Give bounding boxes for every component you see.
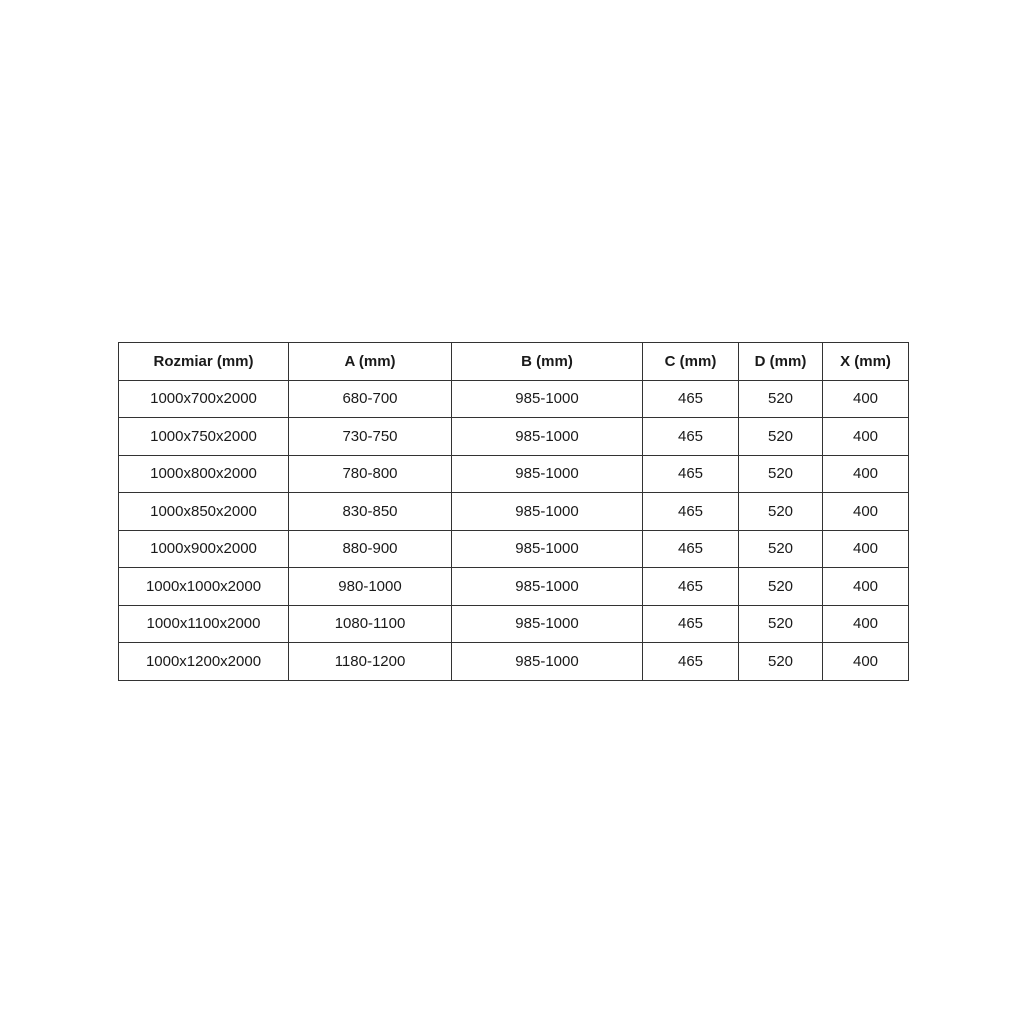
- table-cell: 680-700: [288, 379, 452, 418]
- table-cell: 465: [642, 379, 739, 418]
- table-cell: 1000x1200x2000: [118, 642, 289, 681]
- table-row: 1000x700x2000 680-700 985-1000 465 520 400: [118, 379, 909, 418]
- table-row: 1000x1100x2000 1080-1100 985-1000 465 520 400: [118, 604, 909, 643]
- table-cell: 400: [822, 454, 909, 493]
- table-cell: 520: [738, 379, 823, 418]
- table-cell: 985-1000: [451, 604, 643, 643]
- table-cell: 465: [642, 604, 739, 643]
- table-cell: 520: [738, 567, 823, 606]
- header-row: Rozmiar (mm) A (mm) B (mm) C (mm) D (mm) X (m…: [118, 342, 909, 381]
- table-cell: 1000x1100x2000: [118, 604, 289, 643]
- table-row: 1000x800x2000 780-800 985-1000 465 520 400: [118, 454, 909, 493]
- column-header: B (mm): [451, 342, 643, 381]
- table-cell: 1000x850x2000: [118, 492, 289, 531]
- table-cell: 400: [822, 529, 909, 568]
- table-cell: 985-1000: [451, 417, 643, 456]
- table-cell: 520: [738, 417, 823, 456]
- table-cell: 465: [642, 529, 739, 568]
- table-cell: 400: [822, 379, 909, 418]
- table-cell: 880-900: [288, 529, 452, 568]
- dimensions-table: Rozmiar (mm) A (mm) B (mm) C (mm) D (mm) X (m…: [118, 342, 909, 681]
- table-cell: 400: [822, 604, 909, 643]
- table-cell: 985-1000: [451, 567, 643, 606]
- table-cell: 400: [822, 492, 909, 531]
- table-cell: 465: [642, 492, 739, 531]
- table-cell: 1000x900x2000: [118, 529, 289, 568]
- table-cell: 465: [642, 454, 739, 493]
- table-cell: 465: [642, 567, 739, 606]
- column-header: X (mm): [822, 342, 909, 381]
- table-cell: 985-1000: [451, 529, 643, 568]
- table-cell: 985-1000: [451, 642, 643, 681]
- table-cell: 400: [822, 567, 909, 606]
- table-cell: 1000x750x2000: [118, 417, 289, 456]
- table-row: 1000x750x2000 730-750 985-1000 465 520 400: [118, 417, 909, 456]
- table-cell: 520: [738, 604, 823, 643]
- table-cell: 520: [738, 529, 823, 568]
- table-row: 1000x850x2000 830-850 985-1000 465 520 400: [118, 492, 909, 531]
- column-header: Rozmiar (mm): [118, 342, 289, 381]
- table-cell: 1180-1200: [288, 642, 452, 681]
- table-cell: 730-750: [288, 417, 452, 456]
- column-header: A (mm): [288, 342, 452, 381]
- column-header: C (mm): [642, 342, 739, 381]
- table-cell: 1080-1100: [288, 604, 452, 643]
- table-cell: 980-1000: [288, 567, 452, 606]
- table-cell: 985-1000: [451, 492, 643, 531]
- table-cell: 520: [738, 454, 823, 493]
- table-cell: 780-800: [288, 454, 452, 493]
- table-cell: 400: [822, 417, 909, 456]
- table-cell: 985-1000: [451, 454, 643, 493]
- table-cell: 1000x700x2000: [118, 379, 289, 418]
- table-row: 1000x1000x2000 980-1000 985-1000 465 520 400: [118, 567, 909, 606]
- table-row: 1000x1200x2000 1180-1200 985-1000 465 520 400: [118, 642, 909, 681]
- table-cell: 830-850: [288, 492, 452, 531]
- table-cell: 465: [642, 642, 739, 681]
- table-cell: 400: [822, 642, 909, 681]
- table-cell: 1000x800x2000: [118, 454, 289, 493]
- table-row: 1000x900x2000 880-900 985-1000 465 520 400: [118, 529, 909, 568]
- table-cell: 985-1000: [451, 379, 643, 418]
- table-cell: 520: [738, 642, 823, 681]
- column-header: D (mm): [738, 342, 823, 381]
- table-cell: 1000x1000x2000: [118, 567, 289, 606]
- table-cell: 520: [738, 492, 823, 531]
- table-cell: 465: [642, 417, 739, 456]
